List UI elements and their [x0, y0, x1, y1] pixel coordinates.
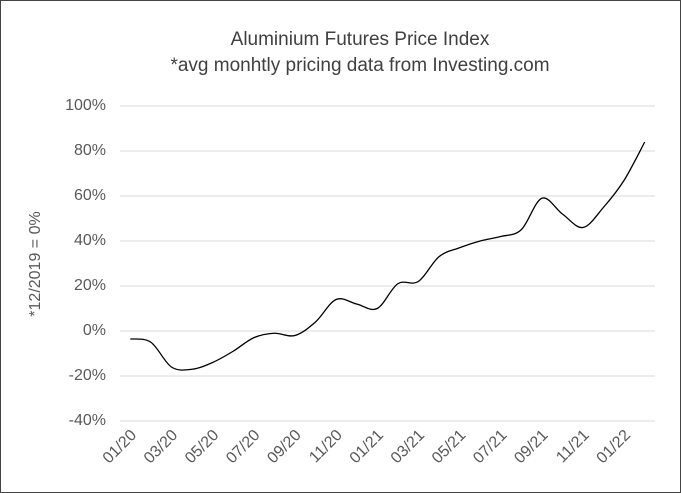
- y-tick-label: -20%: [69, 367, 106, 384]
- chart-title: Aluminium Futures Price Index: [231, 29, 490, 50]
- y-tick-label: 60%: [74, 187, 106, 204]
- y-axis-label: *12/2019 = 0%: [27, 211, 44, 316]
- y-tick-label: 40%: [74, 232, 106, 249]
- y-tick-label: -40%: [69, 412, 106, 429]
- chart-subtitle: *avg monhtly pricing data from Investing…: [170, 55, 549, 76]
- data-line: [130, 141, 646, 371]
- y-tick-label: 80%: [74, 142, 106, 159]
- y-tick-label: 100%: [65, 97, 106, 114]
- y-tick-label: 0%: [83, 322, 106, 339]
- y-tick-label: 20%: [74, 277, 106, 294]
